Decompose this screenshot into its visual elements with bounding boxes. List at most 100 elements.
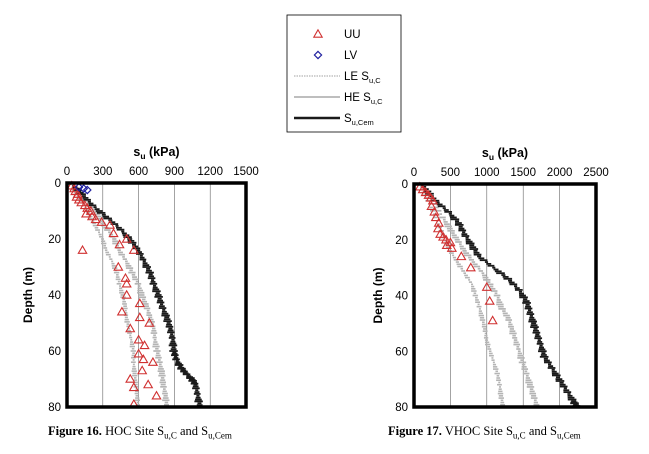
y-tick-label: 20 (395, 235, 408, 247)
uu-point (456, 251, 467, 261)
uu-point (133, 334, 144, 344)
x-tick-label: 0 (411, 167, 417, 179)
x-tick-label: 1500 (233, 166, 259, 178)
uu-point (133, 348, 144, 358)
uu-point (128, 382, 139, 392)
uu-point (134, 298, 145, 308)
uu-point (77, 244, 88, 254)
x-tick-label: 1200 (197, 166, 223, 178)
caption-figure-17: Figure 17. VHOC Site Su,C and Su,Cem (388, 424, 581, 441)
caption-mid: and S (176, 424, 209, 438)
uu-point (125, 373, 136, 383)
uu-point (144, 317, 155, 327)
x-tick-label: 500 (441, 167, 460, 179)
uu-point (446, 242, 458, 252)
uu-point (86, 211, 98, 221)
legend-label: UU (344, 29, 361, 41)
uu-point (487, 315, 498, 325)
caption-sub2: u,Cem (208, 430, 232, 441)
x-tick-label: 2500 (583, 167, 609, 179)
caption-sub2: u,Cem (556, 430, 581, 441)
legend-marker-uu (312, 28, 324, 38)
uu-point (76, 197, 87, 207)
y-axis-title: Depth (m) (371, 268, 385, 324)
x-tick-label: 1000 (474, 167, 500, 179)
uu-point (430, 212, 441, 222)
series-le (71, 185, 141, 406)
uu-point (121, 289, 132, 299)
chart-hoc: 0 300 600 900 1200 1500 0 20 40 60 80 su (kPa) Depth… (21, 145, 259, 414)
y-tick-label: 80 (395, 402, 408, 414)
x-axis-title: su (kPa) (482, 146, 528, 162)
uu-point (90, 214, 101, 224)
x-tick-label: 300 (93, 166, 112, 178)
legend-label: LV (344, 50, 358, 62)
lv-point (74, 182, 84, 192)
y-tick-label: 60 (395, 346, 408, 358)
x-axis-title-unit: (kPa) (146, 145, 180, 159)
caption-sub1: u,C (512, 430, 526, 441)
legend-label-sub: u,Cem (352, 118, 374, 127)
uu-point (113, 261, 124, 271)
uu-point (426, 200, 437, 210)
uu-point (137, 365, 148, 375)
legend-label-sub: u,C (371, 97, 383, 106)
lv-point (82, 185, 92, 195)
y-tick-label: 20 (48, 234, 61, 246)
uu-point (80, 208, 92, 218)
uu-point (465, 262, 476, 272)
uu-point (147, 356, 159, 366)
x-tick-label: 900 (165, 166, 184, 178)
y-tick-label: 0 (402, 179, 408, 191)
uu-point (481, 281, 492, 291)
uu-point (432, 223, 444, 233)
series-cem (72, 184, 203, 407)
x-axis-title: su (kPa) (133, 145, 179, 161)
y-tick-label: 0 (55, 178, 61, 190)
caption-prefix: Figure 17. (388, 424, 442, 438)
uu-point (128, 244, 139, 254)
uu-point (134, 312, 145, 322)
uu-point (138, 354, 149, 364)
uu-point (484, 295, 495, 305)
legend-box (286, 14, 402, 133)
uu-point (108, 228, 119, 238)
caption-sub1: u,C (164, 430, 177, 441)
legend-marker-lv (313, 50, 323, 60)
uu-point (114, 239, 125, 249)
caption-prefix: Figure 16. (48, 424, 102, 438)
caption-mid: and S (525, 424, 557, 438)
uu-point (104, 219, 116, 229)
plot-frame (65, 181, 248, 409)
y-axis-title: Depth (m) (21, 267, 35, 323)
caption-text: HOC Site S (105, 424, 165, 438)
uu-point (151, 390, 162, 400)
legend-label-sub: u,C (369, 76, 381, 85)
uu-point (96, 216, 107, 226)
uu-point (121, 233, 132, 243)
x-tick-label: 2000 (547, 167, 573, 179)
x-tick-label: 1500 (510, 167, 536, 179)
uu-point (139, 340, 150, 350)
uu-point (116, 306, 128, 316)
uu-point (121, 278, 132, 288)
uu-point (125, 323, 136, 333)
x-tick-label: 0 (64, 166, 70, 178)
y-tick-label: 40 (48, 290, 61, 302)
chart-vhoc: 0 500 1000 1500 2000 2500 0 20 40 60 80 su (kPa) Dep… (371, 146, 609, 414)
uu-point (441, 240, 452, 250)
caption-figure-16: Figure 16. HOC Site Su,C and Su,Cem (48, 424, 232, 441)
y-tick-label: 40 (395, 291, 408, 303)
x-tick-label: 600 (129, 166, 148, 178)
legend-item-uu: UU (312, 28, 361, 41)
x-axis-title-sub: u (489, 152, 494, 162)
x-axis-title-sub: u (140, 151, 145, 161)
y-tick-label: 60 (48, 346, 61, 358)
plot-frame (412, 182, 598, 409)
y-tick-label: 80 (48, 402, 61, 414)
x-axis-title-unit: (kPa) (494, 146, 528, 160)
caption-text: VHOC Site S (444, 424, 513, 438)
uu-point (142, 379, 154, 389)
legend-item-lv: LV (313, 50, 358, 62)
